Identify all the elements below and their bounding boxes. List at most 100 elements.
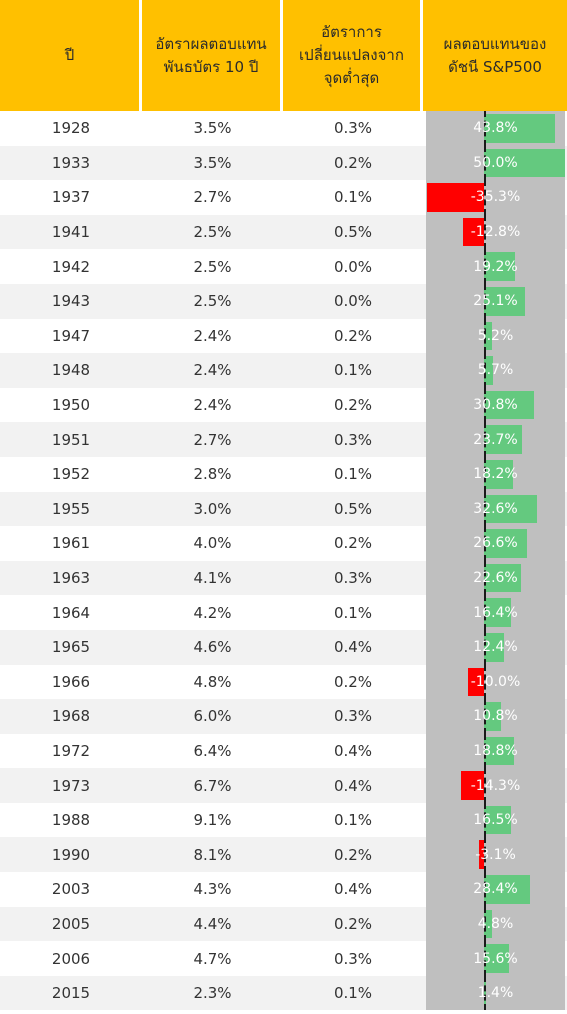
change-cell: 0.2%	[333, 326, 373, 345]
year-cell: 1973	[51, 776, 91, 795]
sp500-value-label: 32.6%	[473, 500, 518, 517]
zero-baseline	[484, 906, 486, 942]
zero-baseline	[484, 456, 486, 492]
bond-yield-cell: 4.8%	[193, 672, 232, 691]
sp500-bar-cell: 1.4%	[426, 975, 565, 1011]
year-cell: 2015	[51, 984, 91, 1003]
change-cell: 0.2%	[333, 845, 373, 864]
sp500-positive-bar	[484, 286, 525, 316]
change-cell: 0.3%	[333, 707, 373, 726]
year-cell: 1933	[51, 153, 91, 172]
sp500-bar-cell: 50.0%	[426, 145, 565, 181]
year-cell: 1966	[51, 672, 91, 691]
zero-baseline	[484, 249, 486, 284]
sp500-positive-bar	[484, 702, 502, 731]
year-cell: 1942	[51, 257, 91, 276]
sp500-bar-cell: 5.2%	[426, 318, 565, 354]
zero-baseline	[484, 353, 486, 388]
table-row: 2015 2.3% 0.1% 1.4%	[0, 975, 567, 1011]
sp500-bar-cell: 19.2%	[426, 249, 565, 284]
sp500-value-label: 43.8%	[473, 120, 518, 137]
bond-yield-cell: 3.5%	[193, 119, 232, 138]
sp500-positive-bar	[484, 356, 494, 385]
year-cell: 1928	[51, 119, 91, 138]
table-row: 1955 3.0% 0.5% 32.6%	[0, 491, 567, 527]
table-row: 1942 2.5% 0.0% 19.2%	[0, 249, 567, 284]
year-cell: 1968	[51, 707, 91, 726]
zero-baseline	[484, 768, 486, 803]
zero-baseline	[484, 491, 486, 527]
zero-baseline	[484, 560, 486, 596]
sp500-bar-cell: 15.6%	[426, 941, 565, 976]
table-row: 1972 6.4% 0.4% 18.8%	[0, 733, 567, 769]
sp500-bar-cell: 23.7%	[426, 422, 565, 457]
sp500-value-label: 5.7%	[477, 362, 514, 379]
change-cell: 0.5%	[333, 499, 373, 518]
bond-yield-cell: 6.0%	[193, 707, 232, 726]
sp500-positive-bar	[484, 390, 534, 420]
sp500-positive-bar	[484, 494, 537, 524]
zero-baseline	[484, 283, 486, 319]
sp500-bar-cell: 4.8%	[426, 906, 565, 942]
sp500-negative-bar	[426, 183, 484, 212]
table-row: 1951 2.7% 0.3% 23.7%	[0, 422, 567, 457]
sp500-positive-bar	[484, 944, 510, 973]
zero-baseline	[484, 145, 486, 181]
header-change-from-low: อัตราการ เปลี่ยนแปลงจาก จุดต่ำสุด	[283, 0, 423, 111]
sp500-positive-bar	[484, 148, 565, 178]
sp500-value-label: 5.2%	[477, 327, 514, 344]
table-header: ปี อัตราผลตอบแทน พันธบัตร 10 ปี อัตราการ…	[0, 0, 567, 111]
bond-yield-cell: 3.5%	[193, 153, 232, 172]
bond-yield-cell: 9.1%	[193, 811, 232, 830]
bond-yield-cell: 2.7%	[193, 188, 232, 207]
change-cell: 0.3%	[333, 569, 373, 588]
table-row: 2003 4.3% 0.4% 28.4%	[0, 872, 567, 907]
sp500-negative-bar	[460, 771, 484, 800]
bond-yield-cell: 4.0%	[193, 534, 232, 553]
year-cell: 1952	[51, 465, 91, 484]
sp500-value-label: -35.3%	[470, 189, 521, 206]
bond-yield-cell: 2.4%	[193, 326, 232, 345]
table-body: 1928 3.5% 0.3% 43.8% 1933 3.5% 0.2% 50.0% 1937 2.…	[0, 111, 567, 1011]
sp500-value-label: 50.0%	[473, 154, 518, 171]
bond-yield-cell: 2.4%	[193, 361, 232, 380]
sp500-positive-bar	[484, 252, 516, 281]
table-row: 2006 4.7% 0.3% 15.6%	[0, 941, 567, 976]
header-year: ปี	[0, 0, 142, 111]
sp500-positive-bar	[484, 459, 514, 489]
sp500-value-label: 19.2%	[473, 258, 518, 275]
change-cell: 0.3%	[333, 949, 373, 968]
zero-baseline	[484, 318, 486, 354]
sp500-bar-cell: 12.4%	[426, 629, 565, 665]
year-cell: 2003	[51, 880, 91, 899]
bond-yield-cell: 2.5%	[193, 257, 232, 276]
change-cell: 0.1%	[333, 603, 373, 622]
header-sp500-label: ผลตอบแทนของ ดัชนี S&P500	[443, 34, 547, 76]
header-bond-yield: อัตราผลตอบแทน พันธบัตร 10 ปี	[142, 0, 283, 111]
sp500-positive-bar	[484, 563, 521, 593]
table-row: 1968 6.0% 0.3% 10.8%	[0, 699, 567, 734]
change-cell: 0.3%	[333, 430, 373, 449]
zero-baseline	[484, 664, 486, 700]
zero-baseline	[484, 802, 486, 838]
bond-yield-cell: 2.5%	[193, 223, 232, 242]
sp500-value-label: 4.8%	[477, 915, 514, 932]
change-cell: 0.1%	[333, 361, 373, 380]
sp500-value-label: 10.8%	[473, 708, 518, 725]
bond-yield-cell: 3.0%	[193, 499, 232, 518]
year-cell: 1941	[51, 223, 91, 242]
sp500-value-label: -14.3%	[470, 777, 521, 794]
sp500-bar-cell: 10.8%	[426, 699, 565, 734]
zero-baseline	[484, 214, 486, 250]
sp500-bar-cell: 22.6%	[426, 560, 565, 596]
table-row: 1963 4.1% 0.3% 22.6%	[0, 560, 567, 596]
year-cell: 1972	[51, 741, 91, 760]
change-cell: 0.2%	[333, 153, 373, 172]
change-cell: 0.4%	[333, 638, 373, 657]
table-row: 1941 2.5% 0.5% -12.8%	[0, 214, 567, 250]
sp500-value-label: 30.8%	[473, 397, 518, 414]
year-cell: 1965	[51, 638, 91, 657]
bond-yield-cell: 8.1%	[193, 845, 232, 864]
table-row: 2005 4.4% 0.2% 4.8%	[0, 906, 567, 942]
